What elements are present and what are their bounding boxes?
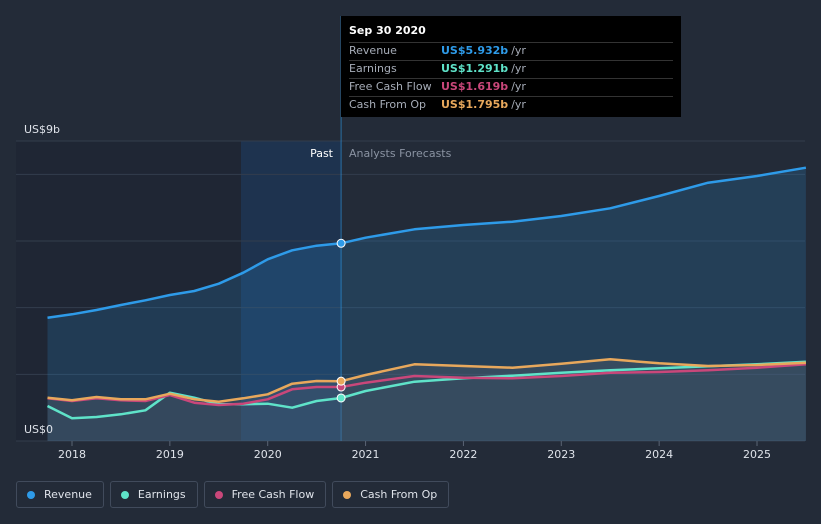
legend-label: Revenue [44,488,92,501]
legend: Revenue Earnings Free Cash Flow Cash Fro… [16,481,450,508]
y-axis-top-label: US$9b [24,123,60,136]
legend-dot-icon [343,490,352,499]
earnings-marker [336,393,346,403]
legend-item-earnings[interactable]: Earnings [109,481,198,508]
tooltip-label: Cash From Op [349,98,427,111]
hover-markers [336,238,346,403]
series-lines [46,166,807,420]
legend-item-cash-from-op[interactable]: Cash From Op [332,481,450,508]
tooltip-row-earnings: Earnings US$1.291b /yr [349,60,673,78]
legend-dot-icon [214,490,223,499]
forecast-label: Analysts Forecasts [349,147,452,160]
tooltip-row-cash-from-op: Cash From Op US$1.795b /yr [349,96,673,114]
revenue-marker [336,238,346,248]
tooltip-unit: /yr [511,44,526,57]
legend-label: Earnings [137,488,186,501]
past-region [16,141,241,441]
legend-dot-icon [27,490,35,499]
tooltip-value: US$1.291b [441,62,509,75]
tooltip-value: US$5.932b [441,44,509,57]
legend-item-free-cash-flow[interactable]: Free Cash Flow [203,481,327,508]
past-label: Past [310,147,334,160]
revenue-line [47,166,807,319]
x-tick-label: 2022 [449,448,477,461]
tooltip-value: US$1.619b [441,80,509,93]
cash-from-op-area [47,359,806,441]
y-axis-bottom-label: US$0 [24,423,53,436]
hover-tooltip: Sep 30 2020 Revenue US$5.932b /yr Earnin… [341,16,681,117]
tooltip-label: Free Cash Flow [349,80,432,93]
tooltip-label: Earnings [349,62,397,75]
tooltip-unit: /yr [511,98,526,111]
tooltip-row-free-cash-flow: Free Cash Flow US$1.619b /yr [349,78,673,96]
tooltip-value: US$1.795b [441,98,509,111]
x-tick-label: 2019 [156,448,184,461]
legend-label: Free Cash Flow [231,488,315,501]
tooltip-unit: /yr [511,62,526,75]
tooltip-row-revenue: Revenue US$5.932b /yr [349,42,673,60]
x-axis-ticks: 2018 2019 2020 2021 2022 2023 2024 2025 [58,441,771,461]
cash-from-op-marker [336,376,346,386]
x-tick-label: 2023 [547,448,575,461]
tooltip-date: Sep 30 2020 [349,24,426,37]
legend-label: Cash From Op [360,488,438,501]
x-tick-label: 2021 [352,448,380,461]
gridlines [16,16,805,442]
tooltip-label: Revenue [349,44,397,57]
tooltip-unit: /yr [511,80,526,93]
x-tick-label: 2018 [58,448,86,461]
legend-dot-icon [120,490,129,499]
cash-from-op-line [47,358,806,403]
earnings-line [46,360,806,420]
free-cash-flow-line [47,363,806,407]
x-tick-label: 2025 [743,448,771,461]
legend-item-revenue[interactable]: Revenue [16,481,104,508]
x-tick-label: 2024 [645,448,673,461]
x-tick-label: 2020 [254,448,282,461]
